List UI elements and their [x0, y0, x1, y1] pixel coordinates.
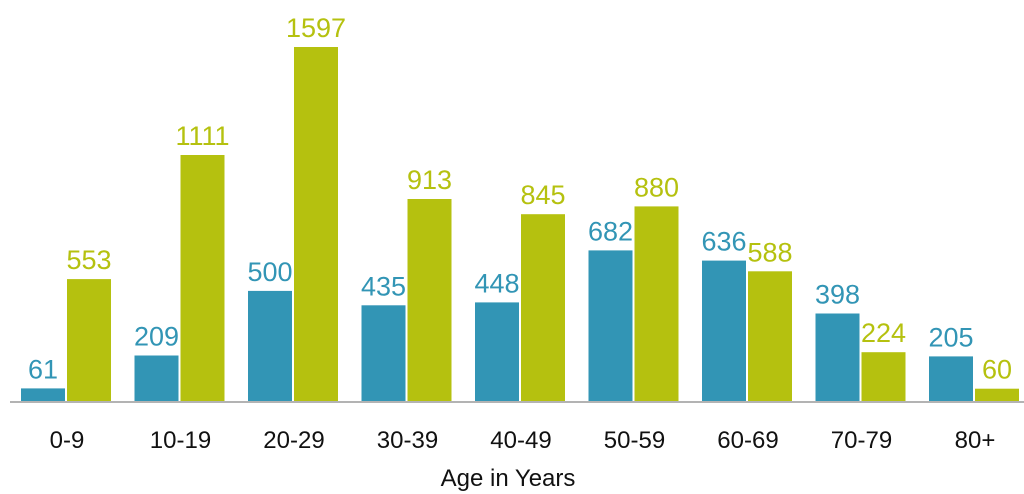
value-label-series1-20-29: 500	[247, 257, 292, 287]
bar-series2-20-29	[294, 47, 338, 402]
value-label-series2-50-59: 880	[634, 172, 679, 202]
x-tick-label-30-39: 30-39	[377, 427, 438, 454]
value-label-series1-30-39: 435	[361, 271, 406, 301]
bar-series2-50-59	[634, 206, 679, 402]
value-label-series1-40-49: 448	[474, 268, 519, 298]
value-label-series2-80+: 60	[982, 355, 1012, 385]
bar-series1-40-49	[475, 302, 519, 402]
bar-series1-10-19	[134, 355, 179, 402]
bar-series2-10-19	[180, 155, 225, 402]
bar-series2-60-69	[748, 271, 792, 402]
bar-series2-30-39	[407, 199, 452, 402]
value-label-series1-60-69: 636	[701, 227, 746, 257]
value-label-series1-50-59: 682	[588, 216, 633, 246]
value-label-series2-60-69: 588	[747, 237, 792, 267]
bar-series1-20-29	[248, 290, 292, 402]
x-tick-label-50-59: 50-59	[604, 427, 665, 454]
value-label-series1-0-9: 61	[28, 354, 58, 384]
value-label-series2-20-29: 1597	[286, 13, 346, 43]
x-tick-label-60-69: 60-69	[717, 427, 778, 454]
bar-series1-50-59	[588, 250, 633, 402]
x-tick-label-70-79: 70-79	[831, 427, 892, 454]
x-tick-labels: 0-9 10-19 20-29 30-39 40-49 50-59 60-69 70-79 80…	[50, 427, 996, 454]
value-label-series1-10-19: 209	[134, 322, 179, 352]
value-label-series2-40-49: 845	[520, 180, 565, 210]
value-label-series2-10-19: 1111	[175, 121, 229, 151]
bar-series2-0-9	[67, 279, 111, 402]
value-label-series2-30-39: 913	[407, 165, 452, 195]
x-tick-label-20-29: 20-29	[263, 427, 324, 454]
value-label-series1-80+: 205	[928, 322, 973, 352]
value-label-series2-0-9: 553	[66, 245, 111, 275]
x-tick-label-10-19: 10-19	[150, 427, 211, 454]
bar-series1-30-39	[361, 305, 406, 402]
bar-series2-80+	[975, 388, 1019, 402]
bar-series1-0-9	[21, 388, 65, 402]
bar-series1-60-69	[702, 260, 746, 402]
x-tick-label-0-9: 0-9	[50, 427, 85, 454]
bar-series2-70-79	[861, 352, 906, 402]
x-axis-title: Age in Years	[441, 465, 576, 492]
x-tick-label-40-49: 40-49	[490, 427, 551, 454]
x-tick-label-80+: 80+	[955, 427, 996, 454]
bar-series1-70-79	[815, 313, 860, 402]
bar-series2-40-49	[521, 214, 565, 402]
bar-series1-80+	[929, 356, 973, 402]
bars-layer	[21, 47, 1019, 402]
value-label-series1-70-79: 398	[815, 280, 860, 310]
value-label-series2-70-79: 224	[861, 318, 906, 348]
